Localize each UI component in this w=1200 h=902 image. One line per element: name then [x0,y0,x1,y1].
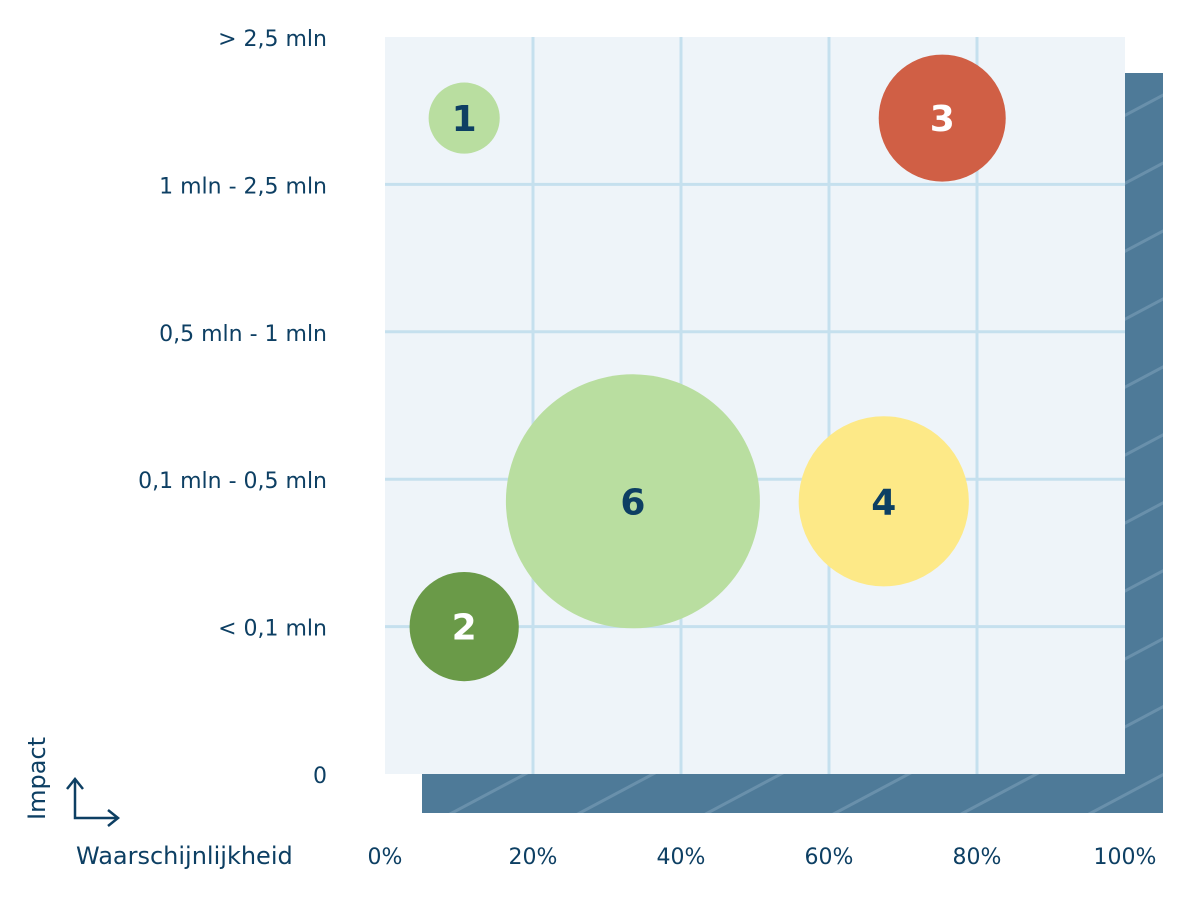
x-tick-label: 80% [953,845,1002,870]
y-tick-label: < 0,1 mln [218,617,327,642]
bubble-circle [798,416,969,587]
axes-arrow-icon [66,776,121,827]
bubble-label: 3 [930,99,955,140]
x-tick-label: 60% [805,845,854,870]
y-tick-label: 0,5 mln - 1 mln [159,322,327,347]
bubble-label: 1 [452,99,477,140]
x-tick-label: 100% [1094,845,1157,870]
bubble-2: 2 [409,571,519,682]
bubble-label: 2 [452,608,477,649]
y-tick-label: 0 [313,764,327,789]
bubble-4: 4 [798,416,969,587]
bubble-label: 6 [620,482,645,523]
bubble-circle [428,82,500,154]
y-axis-label: Impact [23,737,51,820]
x-tick-label: 40% [657,845,706,870]
bubble-circle [505,374,760,629]
bubbles: 1 3 6 4 2 [409,54,1006,682]
y-tick-labels: 0 < 0,1 mln 0,1 mln - 0,5 mln 0,5 mln - 1 m… [138,27,327,789]
bubble-circle [409,571,519,682]
x-tick-labels: 0% 20% 40% 60% 80% 100% [368,845,1157,870]
x-tick-label: 20% [509,845,558,870]
y-tick-label: 1 mln - 2,5 mln [159,174,327,199]
bubble-1: 1 [428,82,500,154]
bubble-3: 3 [878,54,1006,182]
y-tick-label: > 2,5 mln [218,27,327,52]
x-axis-label: Waarschijnlijkheid [76,842,293,870]
bubble-6: 6 [505,374,760,629]
x-tick-label: 0% [368,845,403,870]
bubble-circle [878,54,1006,182]
bubble-label: 4 [871,482,896,523]
y-tick-label: 0,1 mln - 0,5 mln [138,469,327,494]
